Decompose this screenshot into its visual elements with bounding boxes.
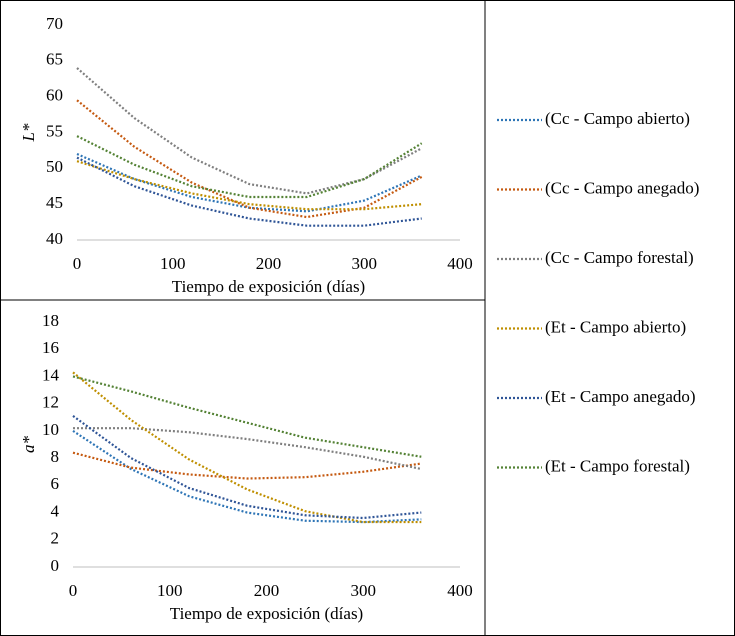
trend-line — [72, 451, 422, 480]
trend-line — [76, 135, 423, 199]
legend-label: (Cc - Campo abierto) — [545, 109, 690, 128]
x-axis-label: Tiempo de exposición (días) — [172, 277, 365, 296]
y-tick-label: 40 — [46, 229, 63, 248]
legend-label: (Et - Campo anegado) — [545, 387, 696, 406]
x-tick-label: 200 — [256, 254, 282, 273]
legend-label: (Cc - Campo forestal) — [545, 248, 694, 267]
x-tick-label: 400 — [447, 254, 473, 273]
y-tick-label: 55 — [46, 121, 63, 140]
x-axis-label: Tiempo de exposición (días) — [170, 604, 363, 623]
y-tick-label: 60 — [46, 86, 63, 105]
y-tick-label: 50 — [46, 157, 63, 176]
y-tick-label: 2 — [51, 529, 60, 548]
trend-line — [76, 160, 422, 211]
x-tick-label: 0 — [69, 581, 78, 600]
y-tick-label: 10 — [42, 420, 59, 439]
y-tick-label: 14 — [42, 365, 60, 384]
trend-line — [72, 429, 422, 524]
y-tick-label: 4 — [51, 501, 60, 520]
trend-line — [76, 99, 423, 219]
y-tick-label: 45 — [46, 193, 63, 212]
x-tick-label: 100 — [157, 581, 183, 600]
legend-label: (Cc - Campo anegado) — [545, 178, 699, 197]
y-axis-label: L* — [19, 123, 38, 142]
x-tick-label: 400 — [447, 581, 473, 600]
y-tick-label: 16 — [42, 338, 59, 357]
y-tick-label: 70 — [46, 14, 63, 33]
y-axis-label: a* — [19, 436, 38, 454]
x-tick-label: 0 — [73, 254, 82, 273]
y-tick-label: 12 — [42, 393, 59, 412]
y-tick-label: 0 — [51, 556, 60, 575]
trend-line — [76, 156, 422, 227]
trend-line — [76, 67, 423, 195]
x-tick-label: 100 — [160, 254, 186, 273]
trend-line — [72, 415, 422, 520]
y-tick-label: 18 — [42, 311, 59, 330]
legend-label: (Et - Campo forestal) — [545, 456, 690, 475]
x-tick-label: 200 — [254, 581, 280, 600]
trend-line — [72, 375, 422, 458]
y-tick-label: 8 — [51, 447, 60, 466]
y-tick-label: 6 — [51, 474, 60, 493]
y-tick-label: 65 — [46, 50, 63, 69]
x-tick-label: 300 — [352, 254, 378, 273]
trend-line — [73, 427, 422, 471]
x-tick-label: 300 — [351, 581, 377, 600]
legend-label: (Et - Campo abierto) — [545, 317, 686, 336]
